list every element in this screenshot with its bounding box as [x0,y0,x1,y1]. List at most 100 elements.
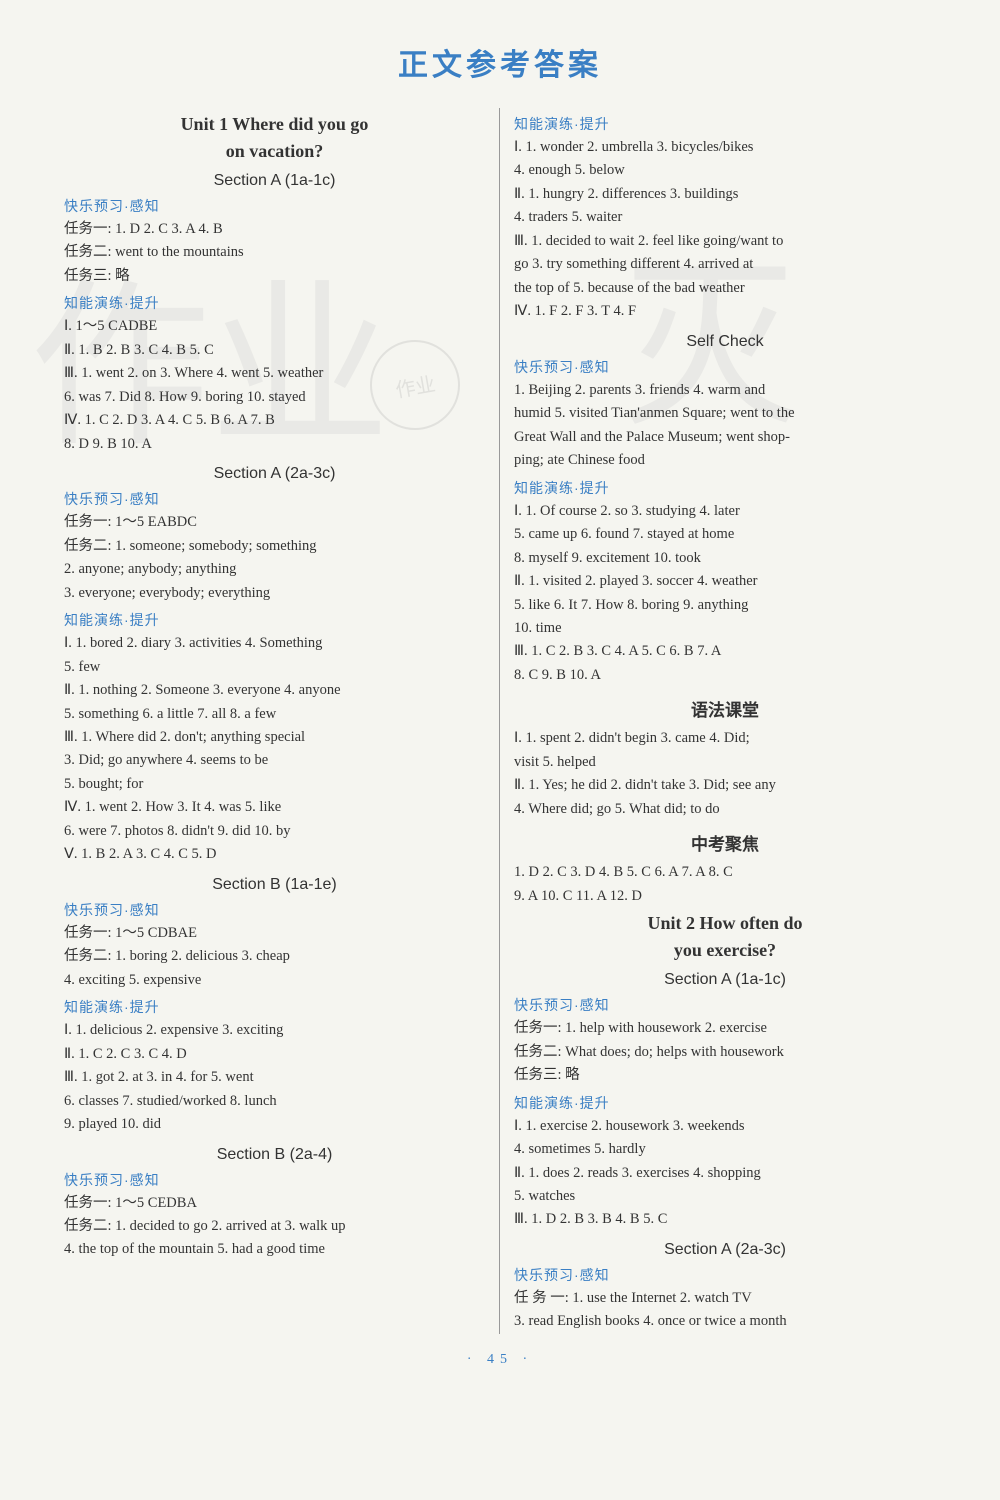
answer-line: 任务二: 1. someone; somebody; something [64,535,485,557]
unit2-title-line2: you exercise? [514,940,936,961]
answer-line: 任务一: 1. D 2. C 3. A 4. B [64,218,485,240]
label-skill-practice: 知能演练·提升 [514,478,936,498]
answer-line: 任务二: went to the mountains [64,241,485,263]
answer-line: 1. D 2. C 3. D 4. B 5. C 6. A 7. A 8. C [514,861,936,883]
grammar-classroom-title: 语法课堂 [514,696,936,721]
section-a-1a1c: Section A (1a-1c) [64,172,485,190]
answer-line: Ⅰ. 1. spent 2. didn't begin 3. came 4. D… [514,727,936,749]
section-b-1a1e: Section B (1a-1e) [64,876,485,894]
answer-line: Ⅱ. 1. visited 2. played 3. soccer 4. wea… [514,570,936,592]
answer-line: 5. watches [514,1185,936,1207]
answer-line: Ⅲ. 1. D 2. B 3. B 4. B 5. C [514,1208,936,1230]
label-skill-practice: 知能演练·提升 [64,997,485,1017]
answer-line: 4. enough 5. below [514,159,936,181]
answer-line: Ⅱ. 1. Yes; he did 2. didn't take 3. Did;… [514,774,936,796]
label-happy-preview: 快乐预习·感知 [514,357,936,377]
answer-line: 8. myself 9. excitement 10. took [514,547,936,569]
page-number: · 45 · [50,1352,950,1368]
answer-line: 5. bought; for [64,773,485,795]
label-happy-preview: 快乐预习·感知 [64,1170,485,1190]
answer-line: Ⅰ. 1. Of course 2. so 3. studying 4. lat… [514,500,936,522]
label-happy-preview: 快乐预习·感知 [514,995,936,1015]
answer-line: Ⅰ. 1. wonder 2. umbrella 3. bicycles/bik… [514,136,936,158]
answer-line: Ⅳ. 1. went 2. How 3. It 4. was 5. like [64,796,485,818]
answer-line: Ⅰ. 1. exercise 2. housework 3. weekends [514,1115,936,1137]
answer-line: 9. played 10. did [64,1113,485,1135]
answer-line: 4. traders 5. waiter [514,206,936,228]
answer-line: 5. something 6. a little 7. all 8. a few [64,703,485,725]
answer-line: Ⅲ. 1. went 2. on 3. Where 4. went 5. wea… [64,362,485,384]
answer-line: 4. the top of the mountain 5. had a good… [64,1238,485,1260]
answer-line: Ⅰ. 1. delicious 2. expensive 3. exciting [64,1019,485,1041]
unit2-title-line1: Unit 2 How often do [514,913,936,934]
answer-line: Ⅱ. 1. nothing 2. Someone 3. everyone 4. … [64,679,485,701]
answer-line: Ⅳ. 1. C 2. D 3. A 4. C 5. B 6. A 7. B [64,409,485,431]
answer-line: visit 5. helped [514,751,936,773]
answer-line: 任 务 一: 1. use the Internet 2. watch TV [514,1287,936,1309]
answer-line: 任务一: 1～5 CDBAE [64,922,485,944]
answer-line: go 3. try something different 4. arrived… [514,253,936,275]
answer-line: 4. Where did; go 5. What did; to do [514,798,936,820]
answer-line: 5. came up 6. found 7. stayed at home [514,523,936,545]
answer-line: 任务二: 1. decided to go 2. arrived at 3. w… [64,1215,485,1237]
answer-line: Great Wall and the Palace Museum; went s… [514,426,936,448]
self-check-title: Self Check [514,333,936,351]
answer-line: 10. time [514,617,936,639]
answer-line: 任务二: 1. boring 2. delicious 3. cheap [64,945,485,967]
answer-line: 任务一: 1～5 CEDBA [64,1192,485,1214]
answer-line: 1. Beijing 2. parents 3. friends 4. warm… [514,379,936,401]
label-skill-practice: 知能演练·提升 [514,114,936,134]
unit2-section-a-2a3c: Section A (2a-3c) [514,1241,936,1259]
answer-line: 6. were 7. photos 8. didn't 9. did 10. b… [64,820,485,842]
label-skill-practice: 知能演练·提升 [64,293,485,313]
answer-line: Ⅱ. 1. C 2. C 3. C 4. D [64,1043,485,1065]
answer-line: 8. D 9. B 10. A [64,433,485,455]
answer-line: 5. like 6. It 7. How 8. boring 9. anythi… [514,594,936,616]
answer-line: Ⅲ. 1. decided to wait 2. feel like going… [514,230,936,252]
answer-line: 3. Did; go anywhere 4. seems to be [64,749,485,771]
answer-line: 任务二: What does; do; helps with housework [514,1041,936,1063]
unit1-title-line2: on vacation? [64,141,485,162]
unit2-section-a-1a1c: Section A (1a-1c) [514,971,936,989]
label-happy-preview: 快乐预习·感知 [64,900,485,920]
answer-line: ping; ate Chinese food [514,449,936,471]
left-column: Unit 1 Where did you go on vacation? Sec… [50,108,500,1334]
right-column: 知能演练·提升 Ⅰ. 1. wonder 2. umbrella 3. bicy… [500,108,950,1334]
answer-line: 任务三: 略 [514,1064,936,1086]
page-title: 正文参考答案 [50,40,950,84]
label-happy-preview: 快乐预习·感知 [64,196,485,216]
answer-line: Ⅲ. 1. got 2. at 3. in 4. for 5. went [64,1066,485,1088]
answer-line: 6. was 7. Did 8. How 9. boring 10. staye… [64,386,485,408]
answer-line: Ⅱ. 1. hungry 2. differences 3. buildings [514,183,936,205]
answer-line: 4. sometimes 5. hardly [514,1138,936,1160]
answer-line: Ⅲ. 1. C 2. B 3. C 4. A 5. C 6. B 7. A [514,640,936,662]
answer-line: 任务三: 略 [64,265,485,287]
answer-line: Ⅱ. 1. does 2. reads 3. exercises 4. shop… [514,1162,936,1184]
answer-line: Ⅰ. 1. bored 2. diary 3. activities 4. So… [64,632,485,654]
answer-line: 任务一: 1～5 EABDC [64,511,485,533]
answer-line: 任务一: 1. help with housework 2. exercise [514,1017,936,1039]
label-skill-practice: 知能演练·提升 [64,610,485,630]
label-happy-preview: 快乐预习·感知 [64,489,485,509]
exam-focus-title: 中考聚焦 [514,830,936,855]
answer-line: 3. read English books 4. once or twice a… [514,1310,936,1332]
answer-line: 9. A 10. C 11. A 12. D [514,885,936,907]
answer-line: Ⅴ. 1. B 2. A 3. C 4. C 5. D [64,843,485,865]
answer-line: 5. few [64,656,485,678]
unit1-title-line1: Unit 1 Where did you go [64,114,485,135]
answer-line: humid 5. visited Tian'anmen Square; went… [514,402,936,424]
answer-line: the top of 5. because of the bad weather [514,277,936,299]
label-skill-practice: 知能演练·提升 [514,1093,936,1113]
section-a-2a3c: Section A (2a-3c) [64,465,485,483]
answer-line: 6. classes 7. studied/worked 8. lunch [64,1090,485,1112]
answer-line: 3. everyone; everybody; everything [64,582,485,604]
section-b-2a4: Section B (2a-4) [64,1146,485,1164]
label-happy-preview: 快乐预习·感知 [514,1265,936,1285]
answer-line: Ⅲ. 1. Where did 2. don't; anything speci… [64,726,485,748]
answer-line: Ⅱ. 1. B 2. B 3. C 4. B 5. C [64,339,485,361]
answer-line: Ⅰ. 1～5 CADBE [64,315,485,337]
answer-line: 2. anyone; anybody; anything [64,558,485,580]
answer-line: 8. C 9. B 10. A [514,664,936,686]
answer-line: Ⅳ. 1. F 2. F 3. T 4. F [514,300,936,322]
two-column-layout: Unit 1 Where did you go on vacation? Sec… [50,108,950,1334]
